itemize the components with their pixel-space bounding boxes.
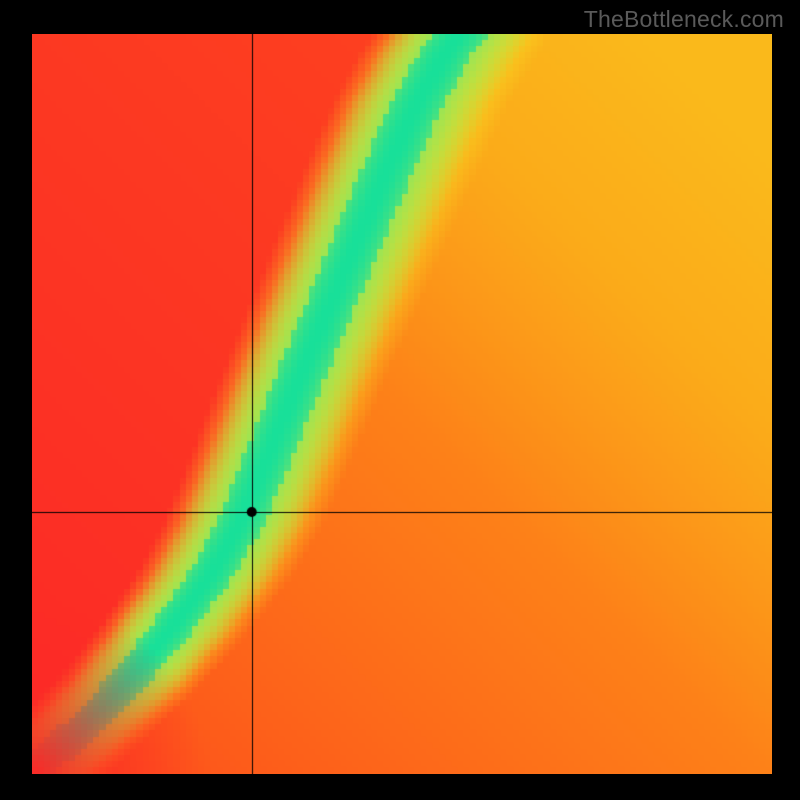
heatmap-canvas: [32, 34, 772, 774]
chart-frame: TheBottleneck.com: [0, 0, 800, 800]
heatmap-plot: [32, 34, 772, 774]
watermark-text: TheBottleneck.com: [584, 6, 784, 33]
